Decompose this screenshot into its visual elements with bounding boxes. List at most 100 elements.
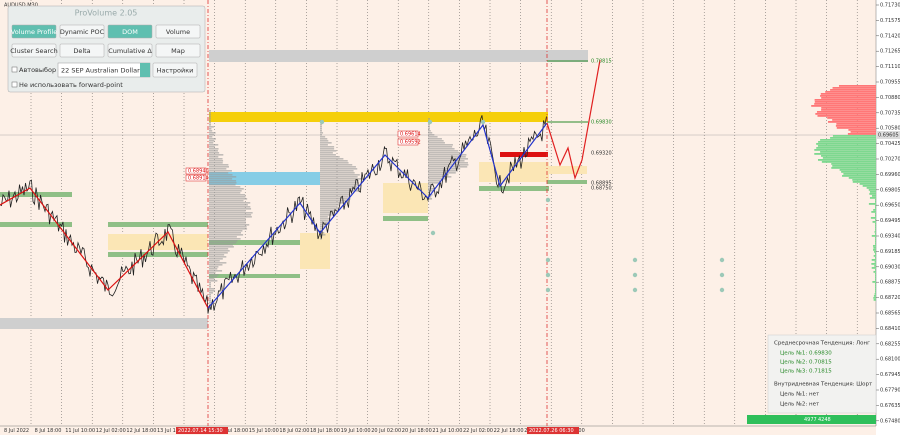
tool-button[interactable] xyxy=(59,24,105,39)
level-label: 0.68895 xyxy=(591,181,612,187)
settings-button[interactable] xyxy=(152,62,198,78)
green-zone xyxy=(547,180,587,184)
time-label: 11 Jul 10:00 xyxy=(65,428,95,434)
tool-button[interactable] xyxy=(107,43,153,58)
profile-bar xyxy=(209,290,216,292)
profile-bar xyxy=(209,172,229,174)
price-label: 0.71265 xyxy=(880,49,900,55)
profile-bar xyxy=(320,206,338,208)
profile-bar xyxy=(428,150,459,152)
tool-button[interactable] xyxy=(59,43,105,58)
checkbox[interactable] xyxy=(11,66,18,73)
book-bar xyxy=(875,205,876,207)
tool-button-label: Volume xyxy=(166,28,190,36)
profile-bar xyxy=(320,150,337,152)
profile-bar xyxy=(209,148,219,150)
profile-bar xyxy=(320,202,346,204)
profile-bar xyxy=(209,168,227,170)
level-dot xyxy=(545,257,551,263)
price-label: 0.68100 xyxy=(880,357,900,363)
profile-bar xyxy=(209,198,248,200)
profile-bar xyxy=(209,282,211,284)
profile-bar xyxy=(428,132,433,134)
book-bar xyxy=(875,227,876,229)
box-label-bg xyxy=(185,167,207,175)
time-label: 13 Jul 10:00 xyxy=(157,428,187,434)
auto-select[interactable]: Автовыбор xyxy=(19,66,56,74)
book-bar xyxy=(875,291,876,293)
profile-bar xyxy=(320,160,348,162)
profile-bar xyxy=(209,242,237,244)
checkbox[interactable] xyxy=(11,81,18,88)
profile-bar xyxy=(209,140,215,142)
price-label: 0.71110 xyxy=(880,64,900,70)
current-price-tag xyxy=(876,131,900,139)
profile-bar xyxy=(320,200,350,202)
tool-button[interactable] xyxy=(11,43,57,58)
profile-bar xyxy=(428,176,452,178)
profile-bar xyxy=(320,194,351,196)
profile-bar xyxy=(320,130,322,132)
tool-button[interactable] xyxy=(155,43,201,58)
tool-button[interactable] xyxy=(11,24,57,39)
time-label: 12 Jul 18:00 xyxy=(126,428,156,434)
profile-bar xyxy=(320,218,331,220)
profile-bar xyxy=(209,180,237,182)
profile-bar xyxy=(320,190,360,192)
profile-bar xyxy=(320,234,326,236)
tool-button[interactable] xyxy=(155,24,201,39)
profile-bar xyxy=(209,268,218,270)
book-bar xyxy=(875,269,876,271)
book-bar xyxy=(875,223,876,225)
profile-bar xyxy=(320,198,351,200)
profile-bar xyxy=(320,216,328,218)
profile-bar xyxy=(209,134,215,136)
green-zone xyxy=(479,186,549,191)
book-bar xyxy=(873,249,876,251)
profile-bar xyxy=(209,296,211,298)
profile-bar xyxy=(428,188,435,190)
profile-bar xyxy=(320,212,336,214)
price-label: 0.70425 xyxy=(880,141,900,147)
profile-bar xyxy=(209,160,224,162)
green-zone xyxy=(108,252,208,257)
profile-bar xyxy=(209,230,243,232)
level-label: 0.69320 xyxy=(591,151,612,157)
level-dot xyxy=(632,287,638,293)
profile-bar xyxy=(320,180,359,182)
tool-button[interactable] xyxy=(107,24,153,39)
book-bar xyxy=(820,93,876,95)
price-label: 0.71575 xyxy=(880,18,900,24)
book-bar xyxy=(831,163,876,165)
dropdown-arrow[interactable] xyxy=(140,63,150,77)
tool-button-label: Delta xyxy=(73,47,90,55)
profile-bar xyxy=(428,148,455,150)
book-bar xyxy=(873,299,876,301)
mid-trend: Среднесрочная Тенденция: Лонг xyxy=(774,341,870,347)
book-bar xyxy=(874,251,876,253)
profile-bar xyxy=(428,156,466,158)
price-label: 0.69030 xyxy=(880,264,900,270)
profile-bar xyxy=(320,192,351,194)
profile-bar xyxy=(209,218,246,220)
profile-bar xyxy=(209,158,223,160)
mid-target: Цель №2: 0.70815 xyxy=(780,360,832,366)
book-bar xyxy=(811,105,876,107)
level-dot xyxy=(427,119,433,125)
forward-point[interactable]: Не использовать forward-point xyxy=(19,81,123,89)
book-bar xyxy=(816,111,876,113)
intraday-target: Цель №1: нет xyxy=(780,392,820,398)
profile-bar xyxy=(209,248,229,250)
profile-bar xyxy=(428,128,431,130)
profile-bar xyxy=(209,206,251,208)
value-area xyxy=(383,183,428,213)
profile-bar xyxy=(320,188,361,190)
profile-bar xyxy=(320,230,322,232)
profile-bar xyxy=(320,172,355,174)
book-bar xyxy=(843,173,876,175)
book-bar xyxy=(871,263,876,265)
profile-bar xyxy=(209,254,225,256)
book-bar xyxy=(842,175,876,177)
profile-bar xyxy=(209,128,212,130)
time-label: 22 Jul 02:00 xyxy=(463,428,493,434)
